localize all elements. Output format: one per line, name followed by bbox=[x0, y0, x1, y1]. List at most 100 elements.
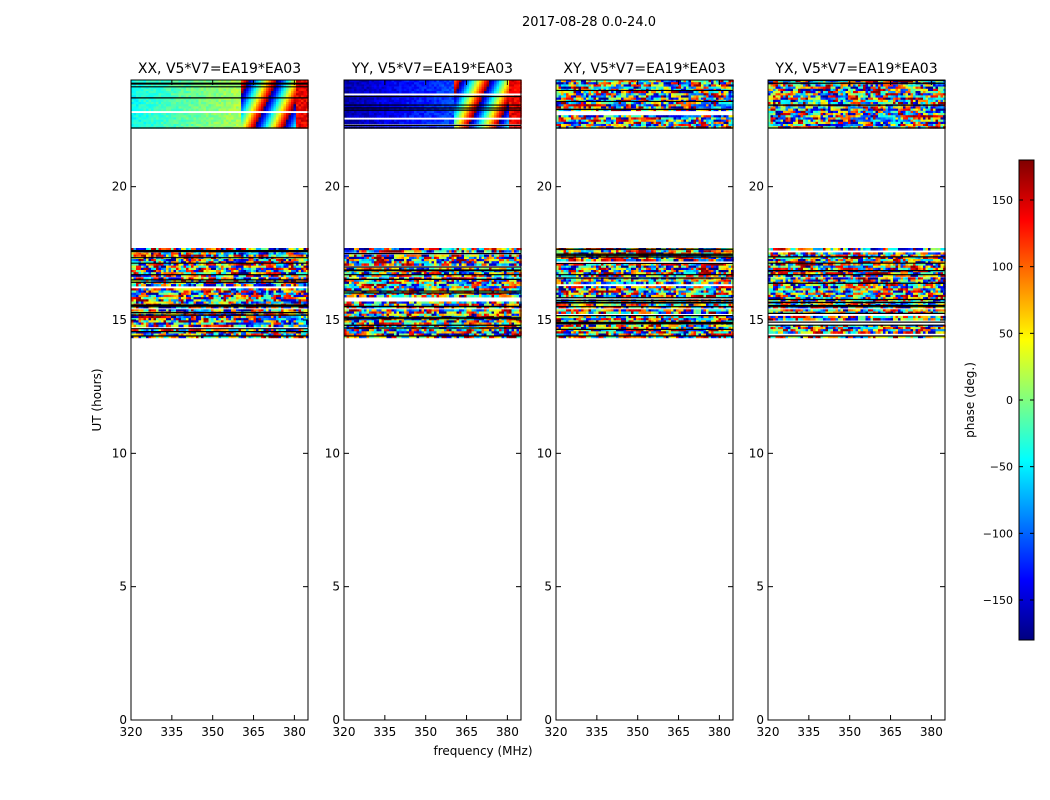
heatmap-cell bbox=[193, 91, 197, 94]
heatmap-cell bbox=[166, 322, 169, 325]
heatmap-cell bbox=[181, 113, 184, 116]
heatmap-cell bbox=[161, 333, 164, 336]
heatmap-cell bbox=[411, 99, 415, 103]
heatmap-cell bbox=[161, 121, 164, 125]
heatmap-cell bbox=[296, 108, 299, 112]
heatmap-cell bbox=[278, 121, 282, 125]
heatmap-cell bbox=[186, 97, 189, 101]
heatmap-cell bbox=[171, 315, 174, 319]
heatmap-cell bbox=[266, 97, 269, 101]
heatmap-cell bbox=[286, 113, 289, 116]
heatmap-cell bbox=[131, 263, 134, 266]
heatmap-cell bbox=[479, 84, 482, 87]
heatmap-cell bbox=[143, 248, 147, 251]
heatmap-cell bbox=[206, 93, 209, 96]
heatmap-cell bbox=[344, 97, 347, 101]
heatmap-cell bbox=[303, 288, 307, 291]
heatmap-cell bbox=[161, 283, 164, 287]
heatmap-cell bbox=[253, 270, 257, 273]
heatmap-cell bbox=[181, 86, 184, 90]
heatmap-cell bbox=[213, 292, 217, 296]
heatmap-cell bbox=[178, 292, 182, 296]
heatmap-cell bbox=[288, 248, 292, 251]
heatmap-cell bbox=[136, 106, 139, 109]
heatmap-cell bbox=[278, 259, 282, 262]
heatmap-cell bbox=[394, 80, 397, 83]
heatmap-cell bbox=[138, 252, 142, 255]
heatmap-cell bbox=[173, 263, 177, 266]
heatmap-cell bbox=[451, 102, 455, 105]
heatmap-cell bbox=[266, 267, 269, 271]
heatmap-cell bbox=[278, 91, 282, 94]
heatmap-cell bbox=[263, 113, 267, 116]
heatmap-cell bbox=[146, 102, 149, 105]
heatmap-cell bbox=[261, 272, 264, 275]
heatmap-cell bbox=[238, 294, 242, 298]
heatmap-cell bbox=[138, 272, 142, 275]
heatmap-cell bbox=[166, 104, 169, 107]
heatmap-cell bbox=[158, 121, 162, 125]
heatmap-cell bbox=[163, 106, 167, 109]
heatmap-cell bbox=[263, 320, 267, 323]
heatmap-cell bbox=[263, 252, 267, 255]
heatmap-cell bbox=[181, 281, 184, 285]
heatmap-cell bbox=[218, 86, 222, 90]
heatmap-cell bbox=[228, 301, 232, 304]
heatmap-cell bbox=[148, 248, 152, 251]
heatmap-cell bbox=[203, 84, 207, 87]
heatmap-cell bbox=[241, 106, 244, 109]
heatmap-cell bbox=[273, 84, 277, 87]
heatmap-cell bbox=[273, 124, 277, 127]
heatmap-cell bbox=[203, 274, 207, 277]
heatmap-cell bbox=[306, 335, 309, 339]
heatmap-cell bbox=[138, 270, 142, 273]
heatmap-cell bbox=[256, 324, 259, 328]
heatmap-cell bbox=[178, 117, 182, 120]
heatmap-cell bbox=[176, 297, 179, 300]
heatmap-cell bbox=[293, 261, 297, 264]
heatmap-cell bbox=[446, 80, 450, 83]
heatmap-cell bbox=[359, 86, 362, 90]
heatmap-cell bbox=[156, 322, 159, 325]
heatmap-cell bbox=[286, 248, 289, 251]
heatmap-cell bbox=[141, 274, 144, 277]
heatmap-cell bbox=[198, 86, 202, 90]
heatmap-cell bbox=[306, 331, 309, 334]
heatmap-cell bbox=[243, 292, 247, 296]
heatmap-cell bbox=[349, 102, 352, 105]
heatmap-cell bbox=[231, 117, 234, 120]
heatmap-cell bbox=[298, 324, 302, 328]
heatmap-cell bbox=[186, 91, 189, 94]
heatmap-cell bbox=[178, 115, 182, 118]
heatmap-cell bbox=[211, 277, 214, 280]
heatmap-cell bbox=[236, 121, 239, 125]
heatmap-cell bbox=[201, 265, 204, 269]
heatmap-cell bbox=[369, 102, 372, 105]
heatmap-cell bbox=[136, 277, 139, 280]
heatmap-cell bbox=[283, 88, 287, 92]
heatmap-cell bbox=[296, 261, 299, 264]
heatmap-cell bbox=[218, 108, 222, 112]
heatmap-cell bbox=[206, 270, 209, 273]
heatmap-cell bbox=[291, 80, 294, 83]
heatmap-cell bbox=[233, 297, 237, 300]
heatmap-cell bbox=[133, 121, 137, 125]
heatmap-cell bbox=[171, 274, 174, 277]
heatmap-cell bbox=[248, 117, 252, 120]
heatmap-cell bbox=[153, 261, 157, 264]
heatmap-cell bbox=[228, 322, 232, 325]
heatmap-cell bbox=[366, 91, 370, 94]
heatmap-cell bbox=[238, 80, 242, 83]
heatmap-cell bbox=[226, 259, 229, 262]
heatmap-cell bbox=[193, 248, 197, 251]
heatmap-cell bbox=[243, 320, 247, 323]
heatmap-cell bbox=[133, 106, 137, 109]
heatmap-cell bbox=[231, 248, 234, 251]
heatmap-cell bbox=[431, 91, 435, 94]
heatmap-cell bbox=[273, 108, 277, 112]
heatmap-cell bbox=[263, 119, 267, 123]
heatmap-cell bbox=[454, 84, 457, 87]
heatmap-cell bbox=[409, 86, 412, 90]
heatmap-cell bbox=[369, 99, 372, 103]
heatmap-cell bbox=[283, 97, 287, 101]
